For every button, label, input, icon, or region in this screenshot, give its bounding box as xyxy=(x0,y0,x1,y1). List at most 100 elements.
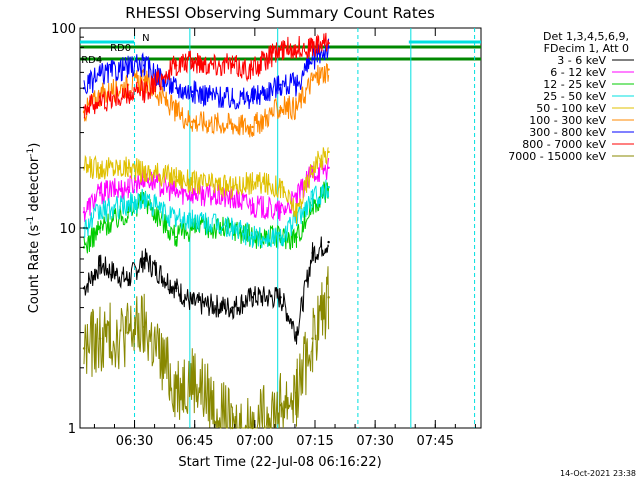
series-layer xyxy=(82,32,330,430)
series-point-5-7 xyxy=(251,125,254,129)
legend-label-7: 800 - 7000 keV xyxy=(522,138,606,151)
series-point-7-2 xyxy=(126,94,130,97)
y-axis-label-main: Count Rate (s xyxy=(27,225,42,314)
series-point-7-8 xyxy=(279,48,282,51)
y-tick-label-2: 100 xyxy=(51,22,76,37)
chart-title: RHESSI Observing Summary Count Rates xyxy=(125,4,435,22)
flag-label-rd0: RD0 xyxy=(110,43,131,54)
series-point-4-2 xyxy=(126,166,130,169)
series-point-5-4 xyxy=(175,110,178,114)
series-point-1-6 xyxy=(231,197,234,200)
series-point-4-6 xyxy=(231,185,234,189)
series-point-5-3 xyxy=(142,78,146,82)
series-point-2-9 xyxy=(295,235,298,239)
series-point-3-1 xyxy=(98,210,102,214)
y-tick-label-1: 10 xyxy=(59,222,76,237)
series-point-6-1 xyxy=(98,74,102,77)
series-point-6-5 xyxy=(191,90,194,93)
series-point-3-5 xyxy=(191,218,194,221)
series-point-8-8 xyxy=(279,404,282,407)
legend-label-6: 300 - 800 keV xyxy=(529,126,606,139)
series-point-7-10 xyxy=(311,46,314,49)
series-point-2-0 xyxy=(82,246,86,249)
series-point-5-5 xyxy=(191,120,194,123)
series-line-2 xyxy=(83,181,330,254)
legend-header-line-1: Det 1,3,4,5,6,9, xyxy=(543,30,629,43)
series-point-2-2 xyxy=(126,210,130,214)
axis-layer: 06:30 06:45 07:00 07:15 07:30 07:45 1 10 100 xyxy=(51,22,476,449)
series-line-4 xyxy=(83,147,329,224)
x-tick-label-0: 06:30 xyxy=(116,434,153,449)
series-point-0-0 xyxy=(82,287,86,290)
series-line-5 xyxy=(83,62,330,138)
series-point-8-7 xyxy=(251,426,254,430)
series-point-6-2 xyxy=(126,65,130,68)
series-point-4-0 xyxy=(82,166,86,169)
series-point-8-1 xyxy=(98,337,102,340)
series-point-8-4 xyxy=(175,385,178,389)
series-point-0-8 xyxy=(279,296,282,299)
series-point-8-6 xyxy=(231,426,234,430)
series-point-5-11 xyxy=(327,68,330,71)
y-axis-label-end: ) xyxy=(27,143,42,148)
series-point-4-10 xyxy=(311,166,314,169)
series-point-8-9 xyxy=(295,391,298,394)
series-point-6-9 xyxy=(295,83,298,86)
series-point-6-8 xyxy=(279,83,282,86)
y-axis-label-tail: detector xyxy=(27,156,42,216)
series-point-2-5 xyxy=(191,226,194,230)
series-point-8-3 xyxy=(142,325,146,329)
timestamp: 14-Oct-2021 23:38 xyxy=(560,469,636,478)
series-point-4-5 xyxy=(191,180,194,184)
series-point-4-3 xyxy=(142,171,146,174)
x-tick-label-5: 07:45 xyxy=(417,434,454,449)
x-axis-label: Start Time (22-Jul-08 06:16:22) xyxy=(178,455,381,470)
series-line-8 xyxy=(83,266,330,430)
series-point-8-10 xyxy=(311,337,314,340)
series-point-1-4 xyxy=(175,191,178,194)
y-axis-label: Count Rate (s-1 detector-1) xyxy=(26,143,42,314)
x-tick-label-1: 06:45 xyxy=(176,434,213,449)
legend-label-0: 3 - 6 keV xyxy=(557,54,606,67)
series-point-1-0 xyxy=(82,210,86,214)
series-point-3-4 xyxy=(175,218,178,221)
legend-label-3: 25 - 50 keV xyxy=(543,90,606,103)
series-point-0-5 xyxy=(191,302,194,305)
series-point-3-6 xyxy=(231,226,234,230)
series-point-6-10 xyxy=(311,57,314,61)
series-point-0-11 xyxy=(327,240,330,244)
series-point-0-3 xyxy=(142,257,146,261)
legend-label-8: 7000 - 15000 keV xyxy=(508,150,606,163)
series-point-6-0 xyxy=(82,87,86,90)
flag-label-rd4: RD4 xyxy=(81,55,102,66)
series-point-7-9 xyxy=(295,46,298,49)
series-point-1-11 xyxy=(327,166,330,169)
series-point-4-11 xyxy=(327,150,330,154)
series-point-1-1 xyxy=(98,191,102,194)
legend-label-2: 12 - 25 keV xyxy=(543,78,606,91)
series-point-6-11 xyxy=(327,46,330,49)
series-point-2-4 xyxy=(175,235,178,239)
series-point-4-4 xyxy=(175,175,178,179)
legend-header-line-2: FDecim 1, Att 0 xyxy=(544,42,629,55)
legend: Det 1,3,4,5,6,9, FDecim 1, Att 0 3 - 6 k… xyxy=(508,30,634,163)
series-point-3-3 xyxy=(142,197,146,200)
x-tick-label-3: 07:15 xyxy=(296,434,333,449)
series-point-7-3 xyxy=(142,90,146,93)
series-point-5-9 xyxy=(295,106,298,109)
series-point-3-7 xyxy=(251,235,254,239)
series-point-0-7 xyxy=(251,296,254,299)
series-point-7-6 xyxy=(231,64,234,67)
series-point-5-8 xyxy=(279,106,282,109)
series-point-1-7 xyxy=(251,204,254,207)
series-point-7-0 xyxy=(82,106,86,109)
series-point-5-6 xyxy=(231,123,234,126)
series-point-0-4 xyxy=(175,287,178,290)
series-point-4-7 xyxy=(251,180,254,184)
series-point-0-10 xyxy=(311,251,314,255)
series-point-5-10 xyxy=(311,78,314,82)
series-point-7-5 xyxy=(191,60,194,63)
y-axis-label-sup2: -1 xyxy=(26,148,36,157)
legend-label-4: 50 - 100 keV xyxy=(536,102,606,115)
